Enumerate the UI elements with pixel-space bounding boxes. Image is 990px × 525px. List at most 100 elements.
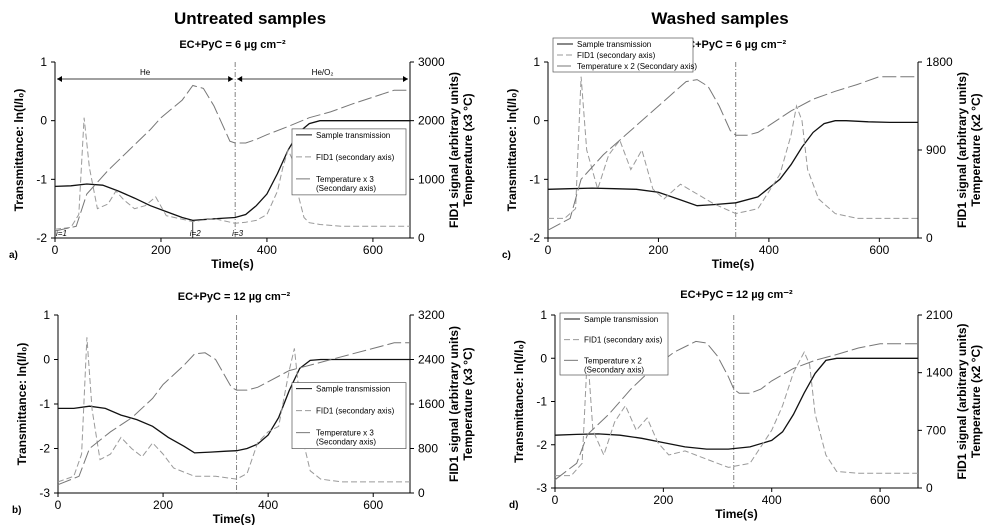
- legend-box: [559, 312, 669, 376]
- y2-tick-label: 2100: [926, 308, 953, 322]
- y2-axis-label: FID1 signal (arbitrary units): [955, 72, 969, 228]
- step-annotation: i=3: [232, 229, 243, 238]
- y2-tick-label: 0: [926, 231, 933, 245]
- legend-entry: FID1 (secondary axis): [577, 51, 656, 60]
- y-tick-label: 0: [43, 353, 50, 367]
- y-tick-label: -2: [36, 231, 47, 245]
- x-axis-label: Time(s): [213, 512, 255, 525]
- x-axis-label: Time(s): [715, 507, 757, 521]
- y2-tick-label: 1400: [926, 366, 953, 380]
- y2-tick-label: 900: [926, 143, 946, 157]
- x-tick-label: 0: [552, 493, 559, 507]
- legend-box: [552, 37, 694, 73]
- panel-letter: c): [502, 250, 511, 261]
- region-arrowhead: [237, 76, 243, 82]
- y2-axis-label: FID1 signal (arbitrary units): [955, 323, 969, 479]
- y-tick-label: -1: [36, 172, 47, 186]
- y2-tick-label: 1000: [418, 172, 445, 186]
- y2-tick-label: 0: [926, 481, 933, 495]
- y2-tick-label: 1800: [926, 55, 953, 69]
- y-tick-label: -2: [536, 438, 547, 452]
- y3-axis-label: Temperature (x3 °C): [461, 347, 475, 460]
- y-tick-label: 1: [43, 308, 50, 322]
- legend-entry: FID1 (secondary axis): [316, 407, 395, 416]
- y-tick-label: -2: [529, 231, 540, 245]
- x-tick-label: 400: [759, 243, 779, 257]
- x-axis-label: Time(s): [211, 257, 253, 271]
- step-annotation: i=1: [56, 229, 67, 238]
- y-tick-label: 0: [40, 114, 47, 128]
- y-tick-label: -1: [529, 172, 540, 186]
- panel-letter: b): [12, 505, 21, 516]
- series-line-1: [548, 76, 918, 219]
- x-tick-label: 600: [363, 243, 383, 257]
- y2-axis-label: FID1 signal (arbitrary units): [447, 72, 461, 228]
- region-arrowhead: [228, 76, 234, 82]
- y-axis-label: Transmittance: ln(I/I₀): [15, 343, 29, 466]
- panel-title: EC+PyC = 6 µg cm⁻²: [680, 39, 787, 51]
- y-tick-label: -3: [536, 481, 547, 495]
- region-label: He: [140, 68, 151, 77]
- series-line-0: [58, 358, 410, 454]
- y2-axis-label: FID1 signal (arbitrary units): [447, 326, 461, 482]
- y-tick-label: 0: [533, 114, 540, 128]
- legend-entry: Temperature x 2 (Secondary axis): [577, 62, 697, 71]
- series-line-2: [57, 342, 410, 486]
- x-tick-label: 600: [363, 498, 383, 512]
- y-tick-label: -2: [39, 442, 50, 456]
- legend-entry: Sample transmission: [584, 315, 658, 324]
- x-tick-label: 200: [653, 493, 673, 507]
- y-tick-label: 1: [540, 308, 547, 322]
- x-tick-label: 0: [52, 243, 59, 257]
- x-axis-label: Time(s): [712, 257, 754, 271]
- y-axis-label: Transmittance: ln(I/I₀): [512, 340, 526, 463]
- series-line-2: [54, 84, 410, 232]
- header-untreated: Untreated samples: [174, 9, 326, 28]
- legend-box: [291, 382, 407, 449]
- y-tick-label: -1: [536, 395, 547, 409]
- y-tick-label: 1: [533, 55, 540, 69]
- y2-tick-label: 700: [926, 423, 946, 437]
- y-tick-label: 1: [40, 55, 47, 69]
- panel-letter: a): [9, 250, 18, 261]
- legend-entry: Temperature x 3 (Secondary axis): [316, 429, 376, 447]
- chart-panel-3: EC+PyC = 12 µg cm⁻² 1 0 -1 -2 -3 2100 1400 700 0 0…: [509, 289, 983, 521]
- step-annotation: i=2: [190, 229, 201, 238]
- panel-title: EC+PyC = 12 µg cm⁻²: [680, 289, 793, 301]
- y-tick-label: -1: [39, 397, 50, 411]
- region-arrowhead: [403, 76, 408, 82]
- chart-panel-2: EC+PyC = 6 µg cm⁻² 1 0 -1 -2 1800 900 0 0 200 400 6…: [502, 37, 983, 271]
- legend-entry: Temperature x 2 (Secondary axis): [584, 356, 644, 374]
- series-line-2: [547, 76, 918, 231]
- legend-entry: FID1 (secondary axis): [584, 336, 663, 345]
- x-tick-label: 200: [153, 498, 173, 512]
- x-tick-label: 200: [648, 243, 668, 257]
- y2-tick-label: 0: [418, 231, 425, 245]
- series-line-1: [57, 337, 410, 483]
- y3-axis-label: Temperature (x2 °C): [969, 93, 983, 206]
- x-tick-label: 400: [258, 498, 278, 512]
- legend-entry: Sample transmission: [316, 385, 390, 394]
- legend-entry: Sample transmission: [577, 40, 651, 49]
- legend-entry: FID1 (secondary axis): [316, 153, 395, 162]
- y2-tick-label: 3200: [418, 308, 445, 322]
- legend-entry: Temperature x 3 (Secondary axis): [316, 175, 376, 193]
- series-line-0: [554, 357, 918, 450]
- x-tick-label: 0: [55, 498, 62, 512]
- x-tick-label: 400: [762, 493, 782, 507]
- series-line-1: [54, 117, 410, 230]
- y2-tick-label: 2000: [418, 114, 445, 128]
- y-tick-label: -3: [39, 486, 50, 500]
- y2-tick-label: 3000: [418, 55, 445, 69]
- y2-tick-label: 800: [418, 442, 438, 456]
- y3-axis-label: Temperature (x2 °C): [969, 345, 983, 458]
- y-axis-label: Transmittance: ln(I/I₀): [505, 89, 519, 212]
- series-line-0: [54, 120, 410, 222]
- x-tick-label: 400: [257, 243, 277, 257]
- panel-title: EC+PyC = 12 µg cm⁻²: [178, 291, 291, 303]
- x-tick-label: 0: [545, 243, 552, 257]
- region-arrowhead: [57, 76, 62, 82]
- legend-entry: Sample transmission: [316, 131, 390, 140]
- y-axis-label: Transmittance: ln(I/I₀): [12, 89, 26, 212]
